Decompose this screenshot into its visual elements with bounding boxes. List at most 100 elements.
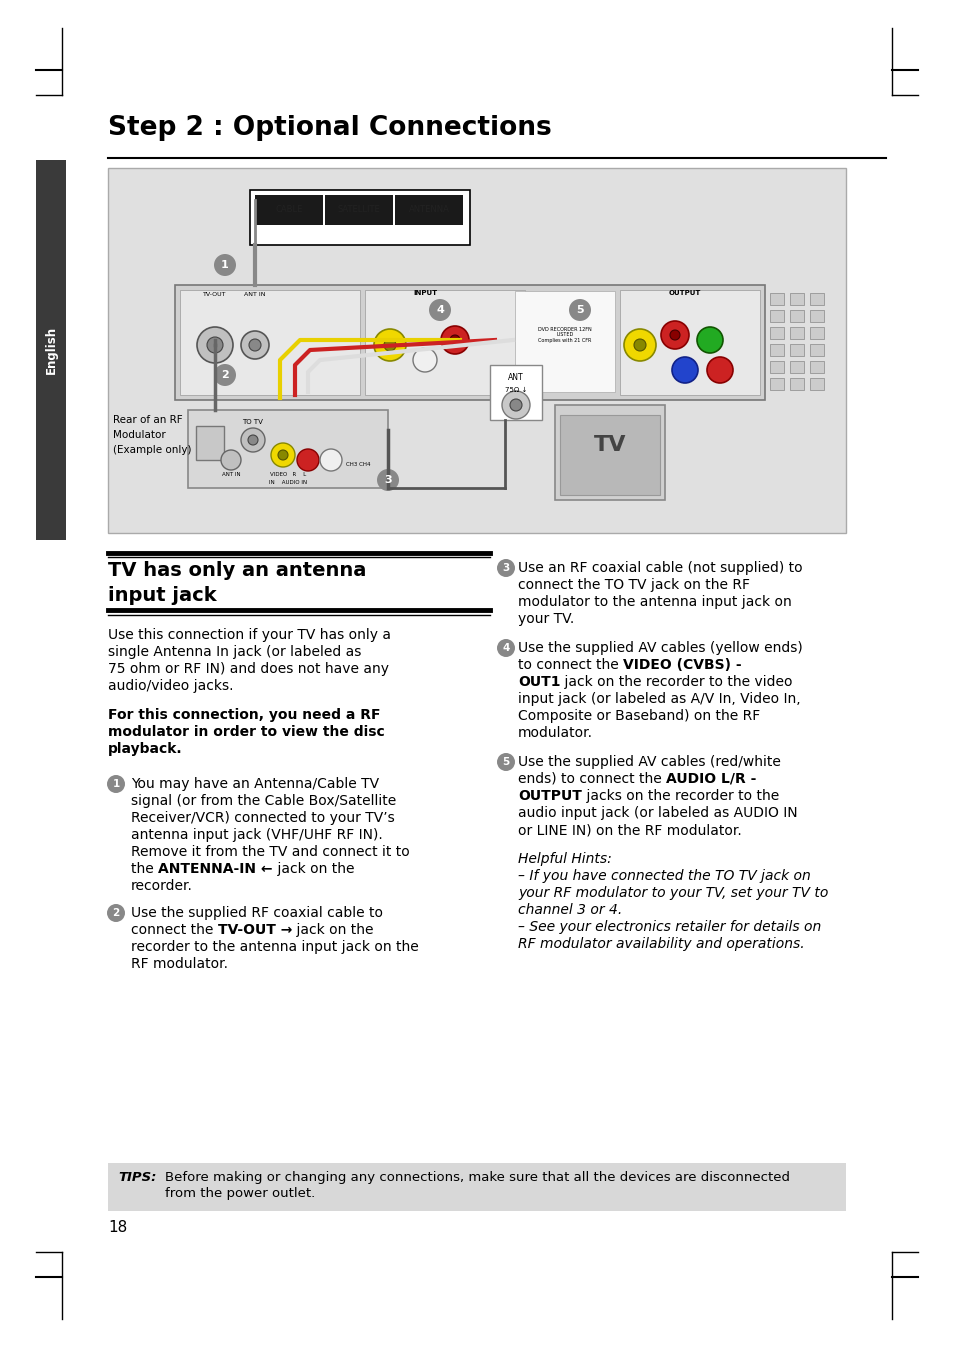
Text: input jack: input jack [108, 586, 216, 605]
Text: Before making or changing any connections, make sure that all the devices are di: Before making or changing any connection… [165, 1171, 789, 1184]
Text: ANT IN: ANT IN [244, 292, 266, 298]
Text: ANT: ANT [508, 373, 523, 383]
Circle shape [669, 330, 679, 339]
Circle shape [497, 638, 515, 657]
Text: AUDIO L/R -: AUDIO L/R - [665, 772, 756, 787]
Text: (Example only): (Example only) [112, 445, 192, 455]
Circle shape [107, 775, 125, 793]
Text: ANTENNA-IN ←: ANTENNA-IN ← [158, 862, 273, 876]
Text: 3: 3 [384, 475, 392, 485]
Circle shape [271, 443, 294, 467]
Text: 5: 5 [502, 757, 509, 766]
Text: Use an RF coaxial cable (not supplied) to: Use an RF coaxial cable (not supplied) t… [517, 560, 801, 575]
Text: INPUT: INPUT [413, 290, 436, 296]
Bar [789, 343, 803, 356]
Circle shape [241, 331, 269, 360]
Bar [250, 190, 470, 245]
Circle shape [248, 435, 257, 445]
Text: 4: 4 [502, 643, 509, 653]
Text: from the power outlet.: from the power outlet. [165, 1187, 314, 1200]
Text: single Antenna In jack (or labeled as: single Antenna In jack (or labeled as [108, 645, 361, 659]
Bar [254, 195, 323, 225]
Text: 18: 18 [108, 1220, 127, 1235]
Text: Use the supplied AV cables (red/white: Use the supplied AV cables (red/white [517, 756, 781, 769]
Text: – See your electronics retailer for details on: – See your electronics retailer for deta… [517, 920, 821, 933]
Text: Use this connection if your TV has only a: Use this connection if your TV has only … [108, 628, 391, 643]
Text: Use the supplied AV cables (yellow ends): Use the supplied AV cables (yellow ends) [517, 641, 801, 655]
Circle shape [501, 391, 530, 419]
Text: your TV.: your TV. [517, 612, 574, 626]
Bar [174, 286, 764, 400]
Circle shape [277, 450, 288, 459]
Bar [809, 379, 823, 391]
Text: modulator to the antenna input jack on: modulator to the antenna input jack on [517, 595, 791, 609]
Text: connect the TO TV jack on the RF: connect the TO TV jack on the RF [517, 578, 749, 591]
Text: 75 ohm or RF IN) and does not have any: 75 ohm or RF IN) and does not have any [108, 661, 389, 676]
Text: ANTENNA: ANTENNA [408, 206, 449, 214]
Circle shape [221, 450, 241, 470]
Text: TO TV: TO TV [242, 419, 263, 426]
Circle shape [510, 399, 521, 411]
Bar [36, 160, 66, 540]
Circle shape [634, 339, 645, 352]
Text: DVD RECORDER 12FN
LISTED
Complies with 21 CFR: DVD RECORDER 12FN LISTED Complies with 2… [537, 327, 591, 343]
Circle shape [697, 327, 722, 353]
Bar [559, 415, 659, 494]
Text: or LINE IN) on the RF modulator.: or LINE IN) on the RF modulator. [517, 823, 741, 836]
Circle shape [207, 337, 223, 353]
Circle shape [660, 321, 688, 349]
Circle shape [497, 559, 515, 577]
Bar [809, 310, 823, 322]
Bar [769, 310, 783, 322]
Bar [809, 327, 823, 339]
Bar [108, 168, 845, 533]
Text: OUTPUT: OUTPUT [517, 789, 581, 803]
Bar [619, 290, 760, 395]
Text: recorder to the antenna input jack on the: recorder to the antenna input jack on th… [131, 940, 418, 954]
Text: Rear of an RF: Rear of an RF [112, 415, 182, 426]
Text: VIDEO   R    L: VIDEO R L [270, 473, 306, 477]
Text: IN    AUDIO IN: IN AUDIO IN [269, 481, 307, 485]
Bar [108, 1162, 845, 1211]
Text: For this connection, you need a RF: For this connection, you need a RF [108, 709, 380, 722]
Text: antenna input jack (VHF/UHF RF IN).: antenna input jack (VHF/UHF RF IN). [131, 828, 382, 842]
Bar [769, 379, 783, 391]
Text: 75Ω ↓: 75Ω ↓ [504, 387, 527, 393]
Text: your RF modulator to your TV, set your TV to: your RF modulator to your TV, set your T… [517, 886, 827, 900]
Text: SATELLITE: SATELLITE [337, 206, 380, 214]
Text: 5: 5 [576, 304, 583, 315]
Circle shape [413, 348, 436, 372]
Text: OUT1: OUT1 [517, 675, 560, 690]
Circle shape [107, 904, 125, 921]
Text: audio/video jacks.: audio/video jacks. [108, 679, 233, 692]
Text: 1: 1 [221, 260, 229, 269]
Text: OUTPUT: OUTPUT [668, 290, 700, 296]
Circle shape [623, 329, 656, 361]
Bar [325, 195, 393, 225]
Text: Composite or Baseband) on the RF: Composite or Baseband) on the RF [517, 709, 760, 723]
Text: TV-OUT →: TV-OUT → [217, 923, 292, 938]
Bar [395, 195, 462, 225]
Text: RF modulator.: RF modulator. [131, 956, 228, 971]
Text: 4: 4 [436, 304, 443, 315]
Circle shape [450, 335, 459, 345]
Text: jack on the: jack on the [292, 923, 374, 938]
Text: Helpful Hints:: Helpful Hints: [517, 853, 611, 866]
Circle shape [429, 299, 451, 321]
Circle shape [196, 327, 233, 362]
Bar [789, 379, 803, 391]
Text: RF modulator availability and operations.: RF modulator availability and operations… [517, 938, 803, 951]
Bar [789, 310, 803, 322]
Text: TV-OUT: TV-OUT [203, 292, 227, 298]
Circle shape [213, 255, 235, 276]
Circle shape [249, 339, 261, 352]
Text: Receiver/VCR) connected to your TV’s: Receiver/VCR) connected to your TV’s [131, 811, 395, 824]
Bar [789, 294, 803, 304]
Circle shape [213, 364, 235, 387]
Bar [789, 327, 803, 339]
Text: recorder.: recorder. [131, 880, 193, 893]
Bar [490, 365, 541, 420]
Text: signal (or from the Cable Box/Satellite: signal (or from the Cable Box/Satellite [131, 793, 395, 808]
Text: TV has only an antenna: TV has only an antenna [108, 560, 366, 581]
Circle shape [384, 339, 395, 352]
